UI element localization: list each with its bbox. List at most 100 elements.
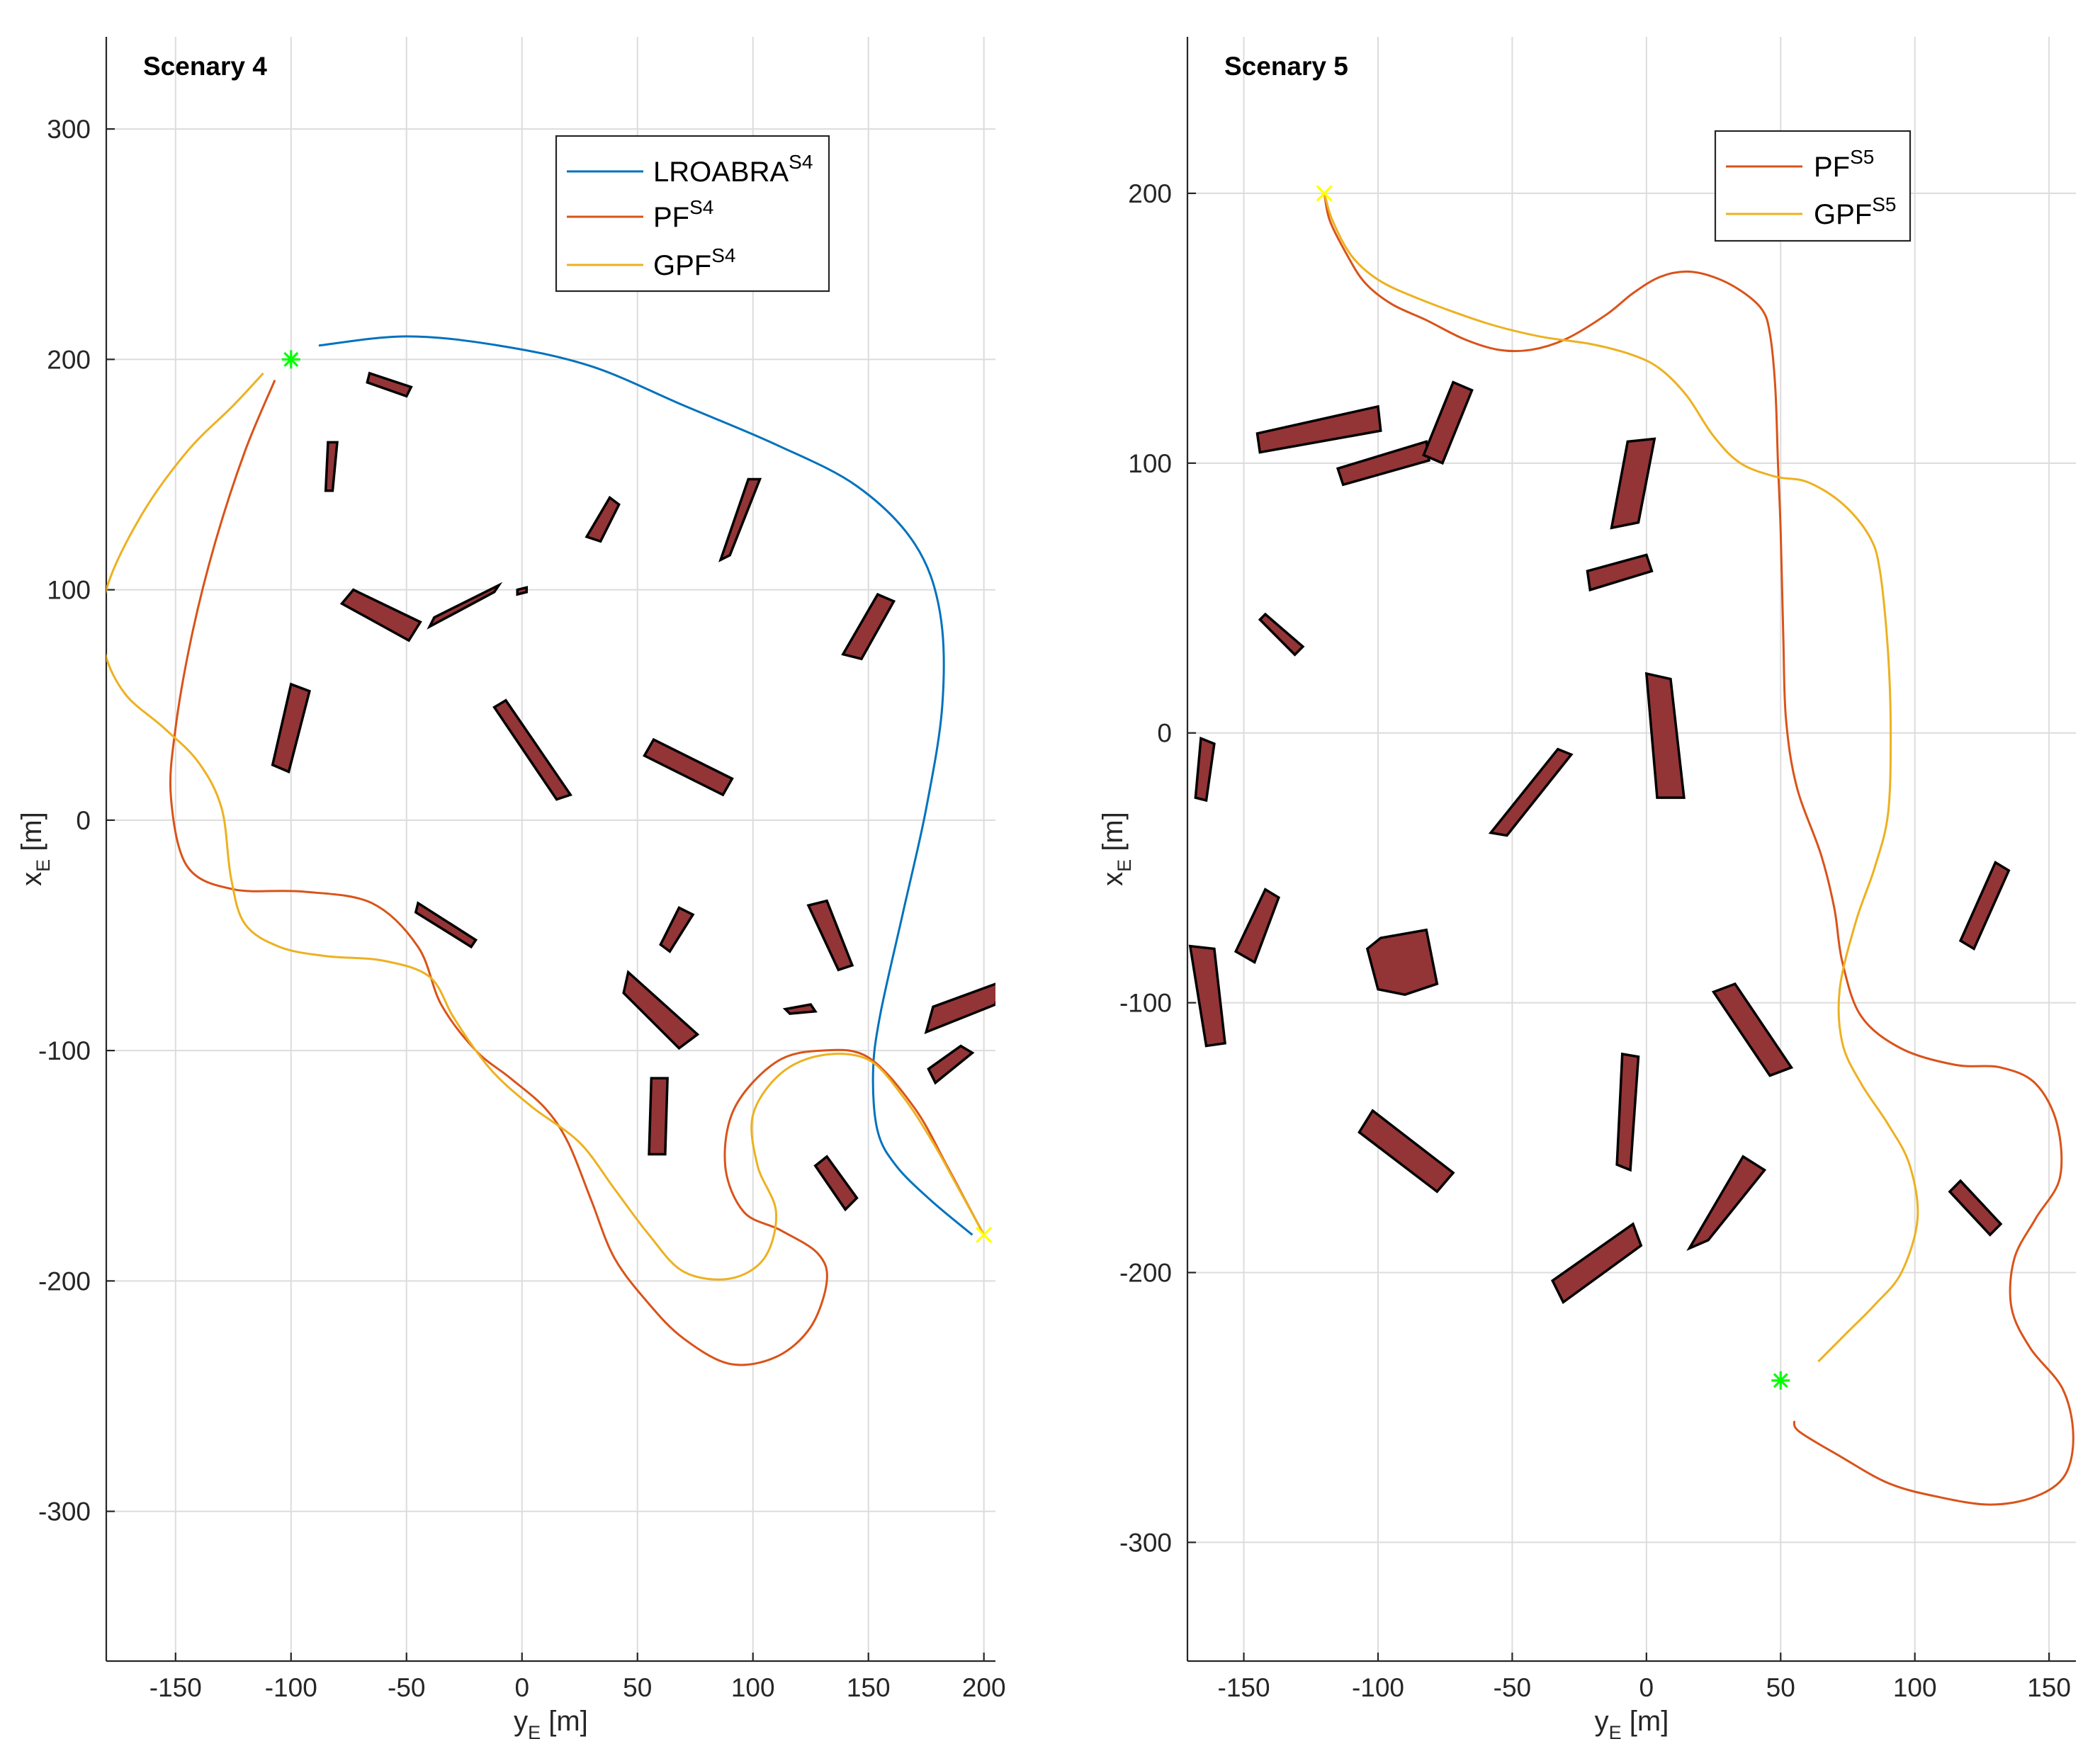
y-tick-label: 0	[1157, 719, 1172, 748]
obstacle	[1422, 380, 1474, 465]
x-tick-label: 50	[1766, 1673, 1795, 1702]
x-tick-label: -100	[265, 1673, 317, 1702]
legend-entry: PFS4	[653, 196, 713, 233]
y-tick-label: 100	[1128, 449, 1172, 478]
y-tick-label: -200	[1119, 1259, 1172, 1288]
series-line-pf	[1323, 193, 2074, 1506]
obstacle	[718, 477, 762, 562]
chart-title: Scenary 4	[143, 52, 267, 81]
x-tick-label: 50	[623, 1673, 652, 1702]
obstacle	[271, 682, 311, 774]
y-axis-label: xE [m]	[16, 812, 54, 886]
obstacle	[1255, 404, 1382, 454]
obstacle	[813, 1155, 859, 1212]
obstacle	[1188, 944, 1226, 1048]
x-tick-label: -150	[1218, 1673, 1270, 1702]
x-tick-label: 100	[1893, 1673, 1937, 1702]
obstacle	[1194, 736, 1216, 803]
obstacle	[516, 586, 529, 596]
scenary-5-panel: -150 -100 -50 0 50 100 150 -300 -200 -100 0 100 200 y…	[1097, 37, 2076, 1743]
plot-area	[1188, 185, 2074, 1506]
obstacle	[643, 737, 734, 797]
series-line-lroabra	[318, 335, 973, 1236]
legend-box	[1714, 130, 1912, 242]
obstacle	[841, 592, 896, 661]
series-line-gpf	[106, 372, 986, 1281]
legend-entry: GPFS4	[653, 244, 735, 281]
axes: -150 -100 -50 0 50 100 150 -300 -200 -100 0 100 200 y…	[1097, 37, 2076, 1743]
obstacle	[622, 970, 700, 1050]
x-axis-label: yE [m]	[514, 1706, 588, 1743]
goal-marker	[976, 1226, 993, 1243]
goal-marker	[1316, 185, 1333, 202]
y-tick-label: 300	[47, 115, 91, 144]
y-tick-label: -300	[1119, 1528, 1172, 1557]
grid-lines	[1187, 37, 2076, 1661]
obstacle	[1711, 982, 1794, 1077]
obstacle	[1644, 672, 1686, 799]
x-tick-label: -100	[1352, 1673, 1404, 1702]
x-tick-label: 0	[514, 1673, 529, 1702]
y-tick-label: -200	[38, 1267, 91, 1296]
start-marker	[1771, 1371, 1790, 1390]
obstacle	[1958, 861, 2011, 951]
x-tick-label: -150	[149, 1673, 202, 1702]
obstacle	[924, 982, 995, 1035]
y-axis-label: xE [m]	[1097, 812, 1135, 886]
obstacle	[648, 1077, 669, 1156]
legend-entry: GPFS5	[1814, 193, 1896, 230]
obstacle	[1365, 928, 1439, 996]
obstacle	[1948, 1179, 2003, 1237]
legend-entry: PFS5	[1814, 146, 1874, 183]
obstacle	[585, 495, 621, 543]
legend: LROABRAS4 PFS4 GPFS4	[555, 135, 830, 293]
x-tick-label: 200	[962, 1673, 1006, 1702]
y-tick-label: -300	[38, 1497, 91, 1526]
obstacle	[1615, 1052, 1640, 1172]
x-tick-label: -50	[1494, 1673, 1531, 1702]
x-axis-label: yE [m]	[1595, 1706, 1669, 1743]
obstacle	[1336, 440, 1430, 487]
grid-lines	[106, 37, 995, 1661]
obstacle	[1686, 1155, 1767, 1251]
obstacle	[1258, 612, 1305, 657]
x-tick-label: 0	[1639, 1673, 1654, 1702]
legend-entry: LROABRAS4	[653, 151, 813, 188]
series-line-pf	[169, 380, 986, 1366]
obstacle	[414, 901, 478, 949]
x-tick-label: 100	[731, 1673, 775, 1702]
y-tick-label: -100	[1119, 989, 1172, 1018]
axes: -150 -100 -50 0 50 100 150 200 -300 -200 -100 0 100 2…	[16, 37, 1006, 1743]
y-tick-label: 100	[47, 576, 91, 605]
obstacle	[366, 371, 413, 398]
obstacle	[339, 588, 422, 642]
y-tick-label: 200	[1128, 179, 1172, 208]
start-marker	[281, 350, 300, 369]
x-tick-label: 150	[2027, 1673, 2071, 1702]
obstacle	[806, 899, 854, 972]
obstacle	[1357, 1109, 1455, 1194]
legend: PFS5 GPFS5	[1714, 130, 1912, 242]
obstacle	[492, 698, 572, 801]
y-tick-label: -100	[38, 1036, 91, 1065]
obstacle	[1488, 747, 1574, 837]
chart-title: Scenary 5	[1224, 52, 1348, 81]
obstacle	[782, 1003, 818, 1015]
obstacle	[1551, 1222, 1643, 1305]
obstacle	[324, 441, 339, 492]
obstacle	[927, 1044, 975, 1085]
x-tick-label: -50	[388, 1673, 425, 1702]
series-line-gpf	[1323, 193, 1919, 1363]
obstacle	[659, 906, 695, 953]
y-tick-label: 200	[47, 345, 91, 374]
x-tick-label: 150	[847, 1673, 891, 1702]
obstacle	[427, 582, 503, 630]
obstacle	[1610, 437, 1656, 530]
scenary-4-panel: -150 -100 -50 0 50 100 150 200 -300 -200 -100 0 100 2…	[16, 37, 1006, 1743]
obstacle	[1586, 553, 1654, 592]
obstacle	[1234, 888, 1280, 965]
plot-area	[106, 335, 995, 1366]
y-tick-label: 0	[76, 806, 91, 835]
